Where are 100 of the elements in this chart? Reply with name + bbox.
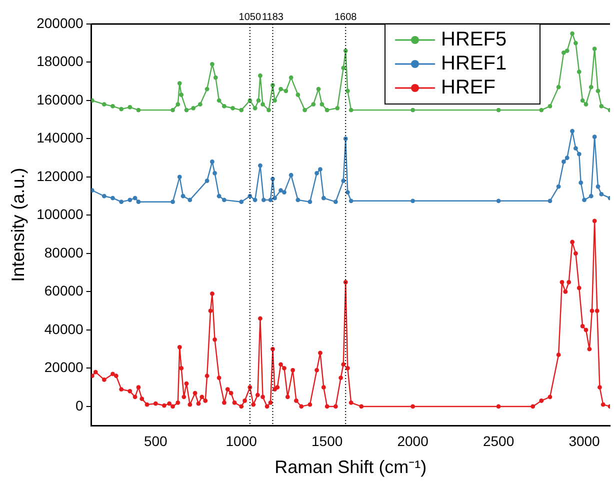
point (578, 180, 584, 185)
y-tick-label: 60000 (44, 282, 84, 299)
point (128, 198, 132, 202)
y-tick-label: 0 (76, 397, 84, 414)
point (576, 70, 582, 74)
point (204, 86, 210, 92)
point (410, 108, 416, 112)
point (556, 184, 561, 189)
point (564, 48, 570, 53)
point (239, 108, 244, 112)
point (596, 184, 600, 189)
point (252, 198, 258, 202)
point (348, 198, 354, 204)
y-tick-label: 100000 (36, 206, 84, 222)
point (599, 192, 604, 196)
point (188, 198, 192, 202)
point (260, 102, 265, 107)
point (272, 196, 277, 200)
point (296, 198, 300, 202)
point (343, 136, 348, 141)
point (239, 200, 244, 204)
point (184, 108, 189, 112)
y-tick-label: 140000 (36, 130, 84, 146)
point (548, 104, 552, 108)
point (110, 196, 115, 200)
point (136, 200, 141, 204)
x-tick-label: 1500 (312, 432, 343, 449)
point (574, 146, 578, 151)
point (177, 81, 182, 86)
point (348, 108, 354, 112)
point (324, 108, 330, 112)
point (268, 198, 273, 202)
ref-line-label: 1608 (334, 12, 358, 23)
point (311, 102, 316, 107)
point (266, 108, 271, 112)
point (282, 190, 286, 194)
point (588, 194, 594, 198)
point (335, 106, 340, 110)
point (343, 48, 348, 53)
point (213, 75, 218, 80)
ref-line-label: 1050 (238, 12, 262, 23)
point (210, 62, 214, 66)
point (212, 170, 217, 176)
point (584, 102, 588, 107)
y-tick-label: 180000 (36, 53, 84, 70)
point (345, 190, 350, 194)
point (216, 194, 222, 198)
point (288, 172, 294, 178)
y-tick-label: 120000 (36, 168, 84, 184)
point (258, 73, 262, 78)
point (345, 88, 350, 94)
point (318, 167, 322, 172)
point (278, 86, 283, 92)
point (333, 200, 338, 204)
point (261, 198, 266, 202)
point (592, 134, 597, 140)
y-tick-label: 20000 (44, 359, 84, 376)
point (599, 104, 604, 108)
point (91, 188, 94, 193)
point (321, 196, 326, 200)
point (170, 108, 175, 112)
point (308, 200, 312, 204)
point (258, 163, 262, 168)
x-tick-label: 2000 (397, 432, 429, 449)
point (574, 40, 578, 46)
point (119, 200, 124, 204)
point (102, 102, 106, 107)
point (564, 156, 570, 160)
point (341, 66, 346, 70)
point (410, 198, 416, 204)
point (496, 108, 501, 112)
y-axis-title: Intensity (a.u.) (8, 168, 28, 282)
y-tick-label: 200000 (36, 14, 84, 31)
x-tick-label: 1000 (226, 432, 258, 449)
point (198, 102, 202, 107)
point (596, 88, 600, 94)
legend-label: HREF1 (441, 52, 507, 75)
point (320, 102, 324, 107)
point (314, 170, 319, 176)
point (176, 102, 180, 107)
point (588, 84, 594, 90)
x-axis-title: Raman Shift (cm⁻¹) (274, 457, 427, 478)
point (110, 104, 115, 108)
ref-line-label: 1183 (262, 12, 284, 23)
point (170, 200, 175, 204)
y-tick-label: 80000 (44, 244, 84, 260)
point (204, 178, 210, 184)
point (341, 178, 346, 184)
point (284, 88, 288, 94)
x-tick-label: 500 (144, 432, 168, 449)
point (582, 198, 586, 202)
point (222, 104, 226, 108)
point (256, 98, 261, 103)
point (580, 98, 585, 103)
point (191, 106, 196, 110)
x-tick-label: 3000 (568, 432, 600, 449)
point (180, 194, 186, 198)
legend-label: HREF5 (441, 28, 507, 51)
point (556, 84, 561, 90)
point (570, 31, 574, 36)
